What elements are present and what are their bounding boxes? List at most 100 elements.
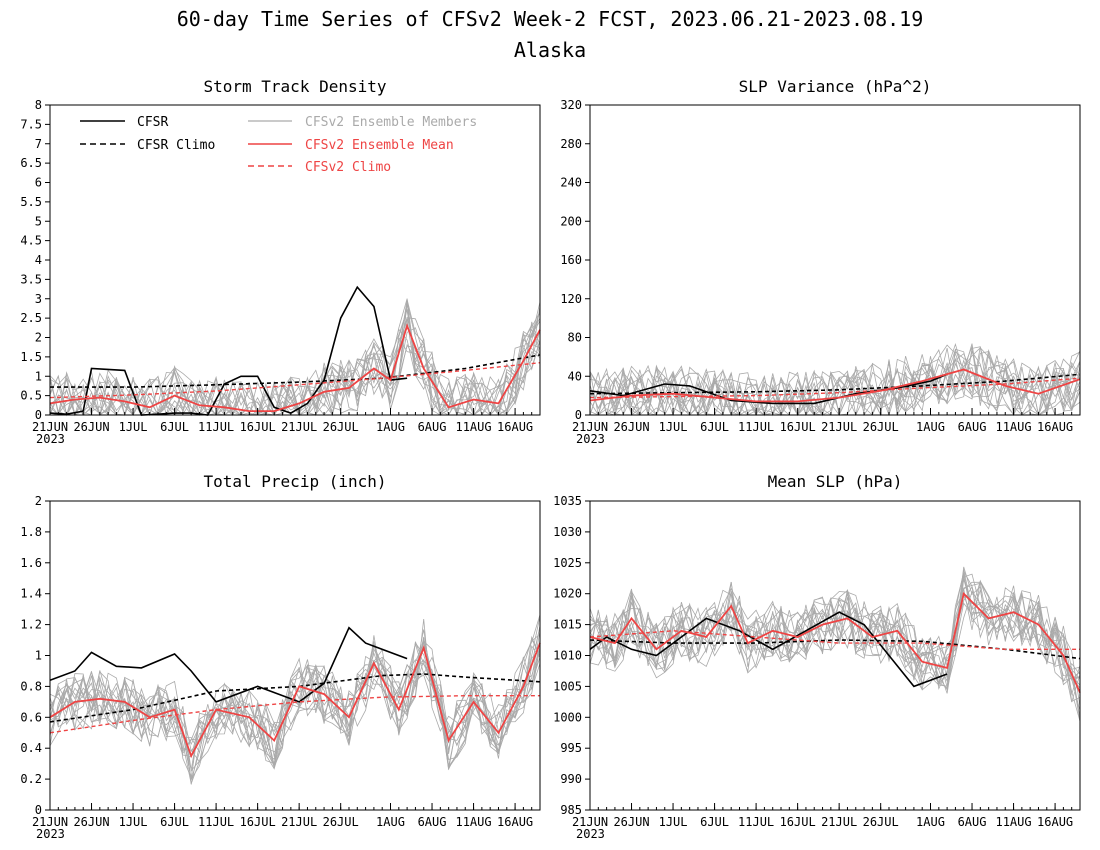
x-tick-label: 16AUG xyxy=(1037,815,1073,829)
y-tick-label: 1.5 xyxy=(20,350,42,364)
legend-label-ensemble-members: CFSv2 Ensemble Members xyxy=(305,115,477,130)
x-tick-label: 11AUG xyxy=(455,815,491,829)
ensemble-member-line xyxy=(49,616,541,771)
y-tick-label: 3.5 xyxy=(20,272,42,286)
y-tick-label: 1010 xyxy=(553,649,582,663)
y-tick-label: 0.8 xyxy=(20,679,42,693)
y-tick-label: 2.5 xyxy=(20,311,42,325)
x-tick-label: 26JUL xyxy=(323,420,359,434)
y-tick-label: 5 xyxy=(35,214,42,228)
legend-label-cfsv2-climo: CFSv2 Climo xyxy=(305,160,391,175)
x-year-label: 2023 xyxy=(36,827,65,841)
y-tick-label: 985 xyxy=(560,803,582,817)
x-tick-label: 1AUG xyxy=(376,420,405,434)
x-tick-label: 1JUL xyxy=(119,815,148,829)
x-tick-label: 21JUN xyxy=(572,815,608,829)
y-tick-label: 120 xyxy=(560,292,582,306)
y-tick-label: 7.5 xyxy=(20,117,42,131)
series-line-cfsr xyxy=(49,626,408,703)
x-tick-label: 1AUG xyxy=(916,420,945,434)
x-tick-label: 6JUL xyxy=(160,815,189,829)
x-tick-label: 26JUN xyxy=(613,420,649,434)
x-tick-label: 16AUG xyxy=(1037,420,1073,434)
series-line-cfsr xyxy=(589,611,948,688)
y-tick-label: 1015 xyxy=(553,618,582,632)
y-tick-label: 995 xyxy=(560,741,582,755)
ensemble-members xyxy=(49,298,541,417)
legend-label-ensemble-mean: CFSv2 Ensemble Mean xyxy=(305,138,454,153)
x-tick-label: 26JUL xyxy=(863,815,899,829)
y-tick-label: 0.6 xyxy=(20,710,42,724)
y-tick-label: 1020 xyxy=(553,587,582,601)
figure-subtitle: Alaska xyxy=(514,38,586,62)
y-tick-label: 280 xyxy=(560,137,582,151)
x-tick-label: 6AUG xyxy=(958,420,987,434)
ensemble-member-line xyxy=(589,569,1081,722)
y-tick-label: 2 xyxy=(35,494,42,508)
y-tick-label: 0.5 xyxy=(20,389,42,403)
x-tick-label: 26JUL xyxy=(863,420,899,434)
panel-title: Storm Track Density xyxy=(203,77,386,96)
x-tick-label: 21JUN xyxy=(32,420,68,434)
x-tick-label: 16JUL xyxy=(780,815,816,829)
legend-label-cfsr: CFSR xyxy=(137,115,168,130)
y-tick-label: 2 xyxy=(35,331,42,345)
figure-title: 60-day Time Series of CFSv2 Week-2 FCST,… xyxy=(177,7,924,31)
series-line-cfsr-climo xyxy=(50,354,541,388)
x-tick-label: 21JUN xyxy=(572,420,608,434)
x-tick-label: 6JUL xyxy=(160,420,189,434)
series-line-cfsv2-ensemble-mean xyxy=(589,591,1081,693)
ensemble-member-line xyxy=(49,633,541,781)
ensemble-member-line xyxy=(589,347,1081,417)
x-tick-label: 6AUG xyxy=(958,815,987,829)
x-tick-label: 6AUG xyxy=(418,815,447,829)
x-tick-label: 16JUL xyxy=(780,420,816,434)
y-tick-label: 1.6 xyxy=(20,556,42,570)
y-tick-label: 8 xyxy=(35,98,42,112)
y-tick-label: 4.5 xyxy=(20,234,42,248)
x-tick-label: 11AUG xyxy=(995,815,1031,829)
ensemble-members xyxy=(589,342,1081,417)
y-tick-label: 5.5 xyxy=(20,195,42,209)
ensemble-member-line xyxy=(589,348,1081,417)
x-tick-label: 26JUN xyxy=(73,815,109,829)
storm-track-density-panel: Storm Track Density 0 0.5 1 1.5 2 2.5 3 3.5 4 4.5… xyxy=(20,77,541,446)
x-tick-label: 1JUL xyxy=(659,420,688,434)
y-tick-label: 6 xyxy=(35,176,42,190)
x-tick-label: 11JUL xyxy=(198,420,234,434)
x-tick-label: 1JUL xyxy=(119,420,148,434)
panel-title: Total Precip (inch) xyxy=(203,472,386,491)
x-tick-label: 26JUL xyxy=(323,815,359,829)
ensemble-members xyxy=(49,614,541,786)
x-tick-label: 16AUG xyxy=(497,815,533,829)
ensemble-member-line xyxy=(589,585,1081,702)
ensemble-member-line xyxy=(49,641,541,780)
y-tick-label: 990 xyxy=(560,772,582,786)
y-tick-label: 1035 xyxy=(553,494,582,508)
y-tick-label: 1.2 xyxy=(20,618,42,632)
plot-frame xyxy=(49,500,541,811)
x-tick-label: 21JUL xyxy=(281,815,317,829)
x-tick-label: 6JUL xyxy=(700,815,729,829)
ensemble-member-line xyxy=(590,350,1081,417)
x-tick-label: 11JUL xyxy=(198,815,234,829)
y-tick-label: 0.2 xyxy=(20,772,42,786)
panel-title: SLP Variance (hPa^2) xyxy=(739,77,932,96)
y-tick-label: 0.4 xyxy=(20,741,42,755)
series-line-cfsv2-ensemble-mean xyxy=(589,368,1081,403)
y-tick-label: 0 xyxy=(575,408,582,422)
series-line-cfsv2-climo xyxy=(49,695,540,734)
x-year-label: 2023 xyxy=(576,827,605,841)
series-line-cfsr xyxy=(589,373,948,405)
ensemble-member-line xyxy=(590,350,1081,417)
series-line-cfsv2-ensemble-mean xyxy=(49,642,541,759)
x-tick-label: 1AUG xyxy=(376,815,405,829)
x-tick-label: 1JUL xyxy=(659,815,688,829)
x-tick-label: 21JUL xyxy=(821,815,857,829)
ensemble-member-line xyxy=(49,305,541,417)
y-tick-label: 40 xyxy=(568,369,582,383)
y-tick-label: 160 xyxy=(560,253,582,267)
ensemble-member-line xyxy=(589,569,1081,708)
x-tick-label: 21JUN xyxy=(32,815,68,829)
ensemble-member-line xyxy=(49,642,541,768)
